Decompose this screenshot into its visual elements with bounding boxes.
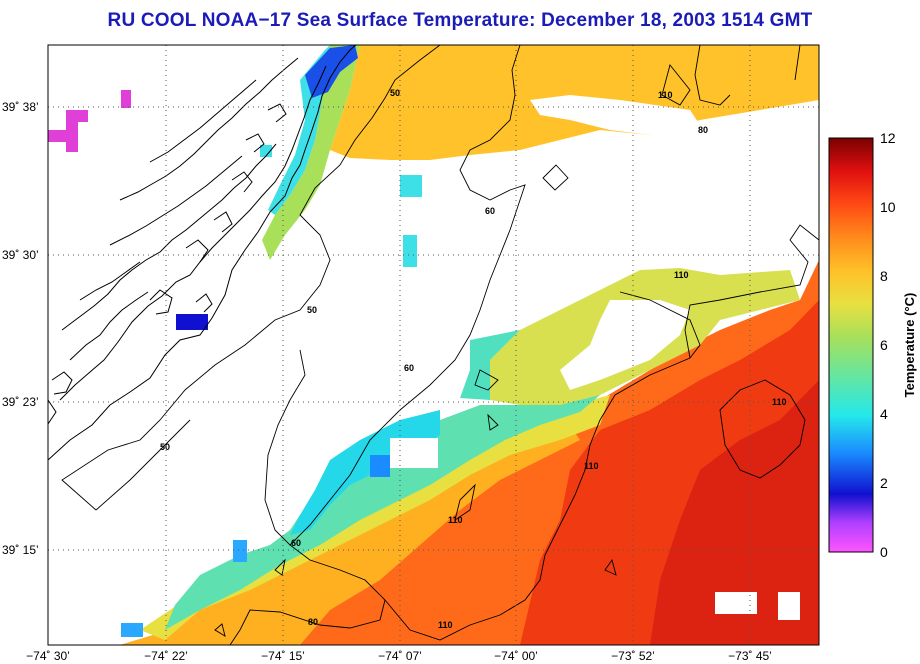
- lon-tick-label: −74˚ 30’: [26, 649, 70, 663]
- contour-label: 110: [674, 270, 689, 280]
- lon-tick-label: −74˚ 15’: [261, 649, 305, 663]
- north-cool-strip: [262, 45, 360, 260]
- colorbar-tick: 0: [880, 544, 888, 560]
- lat-tick-label: 39˚ 15’: [2, 543, 39, 557]
- nodata-hole-4: [778, 592, 800, 620]
- contour-label: 60: [485, 206, 495, 216]
- nodata-hole-3: [715, 592, 757, 614]
- contour-label: 50: [160, 442, 170, 452]
- colorbar-tick: 12: [880, 130, 896, 146]
- blue-pixels-b: [370, 455, 390, 477]
- contour-label: 110: [438, 620, 453, 630]
- lon-tick-label: −74˚ 07’: [378, 649, 422, 663]
- cyan-pixels-a: [400, 175, 422, 197]
- contour-label: 50: [390, 88, 400, 98]
- contour-label: 110: [584, 461, 599, 471]
- lon-axis: −74˚ 30’ −74˚ 22’ −74˚ 15’ −74˚ 07’ −74˚…: [26, 649, 772, 663]
- cold-water-band: [165, 395, 600, 630]
- lat-tick-label: 39˚ 30’: [2, 248, 39, 262]
- coastline: [47, 44, 357, 461]
- contour-label: 60: [291, 538, 301, 548]
- bathymetry-contours: [61, 44, 820, 646]
- lon-tick-label: −73˚ 45’: [728, 649, 772, 663]
- contour-label: 110: [448, 515, 463, 525]
- lon-tick-label: −73˚ 52’: [611, 649, 655, 663]
- lat-tick-label: 39˚ 23’: [2, 395, 39, 409]
- map-frame: [47, 44, 820, 646]
- graticule: [48, 45, 819, 645]
- contour-label: 60: [404, 363, 414, 373]
- colorbar-tick: 2: [880, 475, 888, 491]
- mid-shelf-cyan: [460, 330, 520, 400]
- cyan-pixels-b: [403, 235, 417, 267]
- contour-labels: 50 50 50 60 60 80 60 110 110 110 110 110…: [160, 88, 787, 630]
- colorbar-title: Temperature (°C): [902, 293, 917, 398]
- map-title: RU COOL NOAA−17 Sea Surface Temperature:…: [107, 10, 813, 31]
- colorbar: 12 10 8 6 4 2 0 Temperature (°C): [828, 130, 917, 560]
- nodata-hole-5: [390, 438, 438, 468]
- nodata-hole-1: [560, 300, 690, 390]
- contour-label: 80: [308, 617, 318, 627]
- contour-label: 80: [698, 125, 708, 135]
- lon-tick-label: −74˚ 22’: [144, 649, 188, 663]
- lat-tick-label: 39˚ 38’: [2, 100, 39, 114]
- lon-tick-label: −74˚ 00’: [494, 649, 538, 663]
- colorbar-tick: 4: [880, 406, 888, 422]
- blue-pixels-c: [233, 540, 247, 562]
- warmest-water-region: [650, 380, 819, 645]
- blue-pixels-inlet: [176, 314, 208, 330]
- contour-label: 110: [772, 397, 787, 407]
- cyan-pixels-c: [260, 145, 272, 157]
- contour-label: 50: [307, 305, 317, 315]
- colorbar-tick: 8: [880, 268, 888, 284]
- blue-pixels-d: [121, 623, 143, 637]
- nodata-hole-2: [530, 95, 700, 135]
- lat-axis: 39˚ 38’ 39˚ 30’ 39˚ 23’ 39˚ 15’: [2, 100, 39, 557]
- north-blue-patch: [305, 45, 358, 98]
- colorbar-tick: 10: [880, 199, 896, 215]
- magenta-pixels-a: [121, 90, 131, 108]
- contour-label: 110: [658, 90, 673, 100]
- magenta-pixels-b: [48, 110, 88, 152]
- colorbar-tick: 6: [880, 337, 888, 353]
- sst-field: [48, 45, 819, 645]
- colorbar-gradient: [828, 137, 874, 553]
